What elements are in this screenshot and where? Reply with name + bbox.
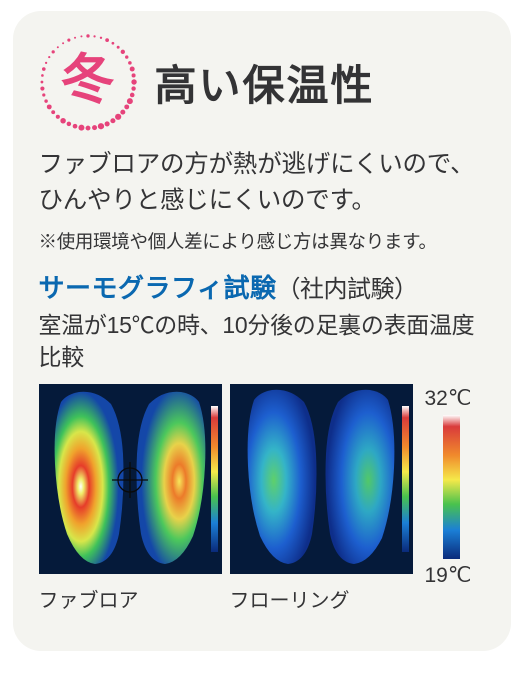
info-card: 冬 高い保温性 ファブロアの方が熱が逃げにくいので、ひんやりと感じにくいのです。… [13,11,511,651]
season-kanji: 冬 [61,53,115,107]
temperature-scale: 32℃ 19℃ [425,384,472,588]
thermo-image-flooring [230,384,413,574]
scale-bar-icon [443,415,460,559]
condition-text: 室温が15℃の時、10分後の足裏の表面温度比較 [39,309,485,374]
card-title: 高い保温性 [155,52,375,113]
section-heading: サーモグラフィ試験（社内試験） [39,268,485,305]
card-header: 冬 高い保温性 [39,33,485,131]
caption-right: フローリング [230,584,413,613]
caption-left: ファブロア [39,584,222,613]
scale-min: 19℃ [425,563,472,588]
thermo-col-left: ファブロア [39,384,222,613]
thermography-row: ファブロア [39,384,485,613]
disclaimer-text: ※使用環境や個人差により感じ方は異なります。 [39,228,485,254]
section-title: サーモグラフィ試験 [39,273,277,303]
scale-max: 32℃ [425,386,472,411]
season-badge: 冬 [39,33,137,131]
section-title-suffix: （社内試験） [276,276,417,303]
thermo-image-fabroa [39,384,222,574]
thermo-col-right: フローリング [230,384,413,613]
description-text: ファブロアの方が熱が逃げにくいので、ひんやりと感じにくいのです。 [39,147,485,220]
